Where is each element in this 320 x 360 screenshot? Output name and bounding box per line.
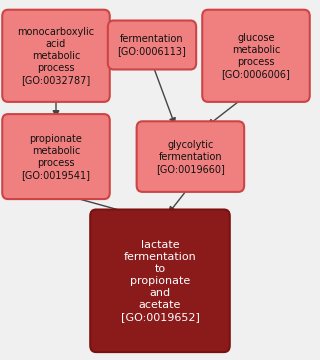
Text: glucose
metabolic
process
[GO:0006006]: glucose metabolic process [GO:0006006] (221, 33, 291, 79)
Text: propionate
metabolic
process
[GO:0019541]: propionate metabolic process [GO:0019541… (21, 134, 91, 180)
Text: monocarboxylic
acid
metabolic
process
[GO:0032787]: monocarboxylic acid metabolic process [G… (17, 27, 95, 85)
FancyBboxPatch shape (2, 10, 110, 102)
Text: glycolytic
fermentation
[GO:0019660]: glycolytic fermentation [GO:0019660] (156, 140, 225, 174)
FancyBboxPatch shape (2, 114, 110, 199)
FancyBboxPatch shape (137, 121, 244, 192)
FancyBboxPatch shape (108, 21, 196, 69)
FancyBboxPatch shape (202, 10, 310, 102)
Text: fermentation
[GO:0006113]: fermentation [GO:0006113] (117, 34, 187, 56)
FancyBboxPatch shape (90, 210, 230, 352)
Text: lactate
fermentation
to
propionate
and
acetate
[GO:0019652]: lactate fermentation to propionate and a… (121, 240, 199, 322)
